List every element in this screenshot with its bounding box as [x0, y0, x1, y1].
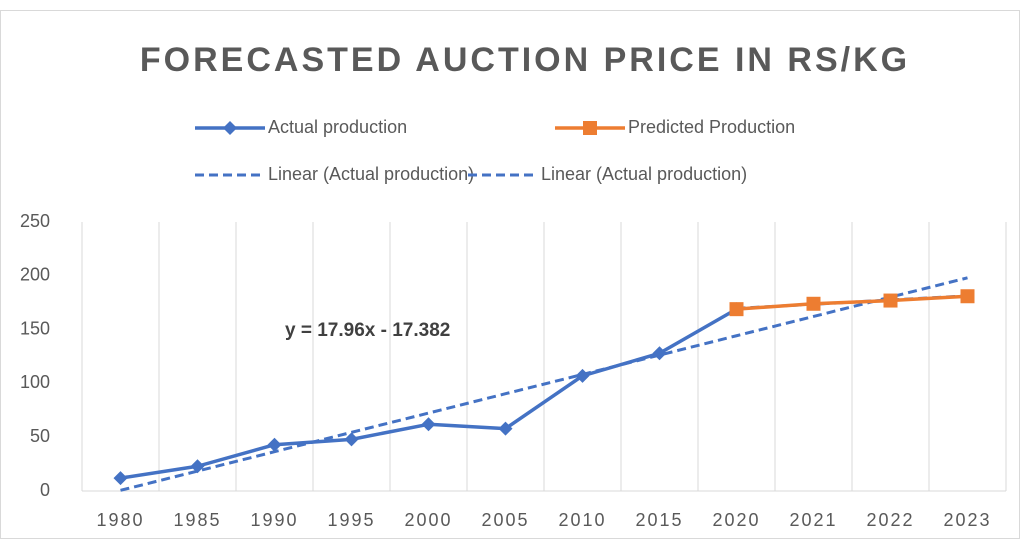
marker — [729, 302, 744, 317]
legend-item: Linear (Actual production) — [195, 164, 474, 184]
x-tick-label: 1985 — [173, 510, 221, 530]
x-tick-label: 1990 — [250, 510, 298, 530]
trend-line — [120, 276, 968, 492]
marker — [267, 437, 282, 452]
data-line — [736, 294, 968, 311]
marker — [806, 296, 821, 311]
chart-frame — [0, 10, 1020, 539]
series — [729, 289, 975, 317]
x-tick-label: 2010 — [558, 510, 606, 530]
marker — [960, 289, 975, 304]
legend-item: Actual production — [195, 117, 407, 137]
chart-title: FORECASTED AUCTION PRICE IN RS/KG — [140, 41, 910, 79]
marker — [344, 432, 359, 447]
x-tick-label: 2015 — [635, 510, 683, 530]
marker — [113, 471, 128, 486]
marker — [883, 293, 898, 308]
x-tick-label: 1995 — [327, 510, 375, 530]
x-tick-label: 2020 — [712, 510, 760, 530]
x-tick-label: 2000 — [404, 510, 452, 530]
y-tick-label: 200 — [20, 265, 50, 285]
marker — [223, 121, 237, 135]
y-tick-label: 100 — [20, 372, 50, 392]
trend-equation: y = 17.96x - 17.382 — [285, 320, 450, 341]
x-tick-label: 1980 — [96, 510, 144, 530]
legend-label: Predicted Production — [628, 117, 795, 137]
marker — [583, 121, 597, 135]
series — [120, 276, 968, 492]
y-tick-label: 250 — [20, 211, 50, 231]
x-tick-label: 2021 — [789, 510, 837, 530]
x-tick-label: 2005 — [481, 510, 529, 530]
legend-label: Linear (Actual production) — [268, 164, 474, 184]
legend-item: Linear (Actual production) — [468, 164, 747, 184]
y-tick-label: 50 — [30, 426, 50, 446]
marker — [421, 417, 436, 432]
marker — [575, 368, 590, 383]
y-tick-label: 150 — [20, 318, 50, 338]
marker — [652, 346, 667, 361]
legend-label: Linear (Actual production) — [541, 164, 747, 184]
marker — [498, 421, 513, 436]
y-tick-label: 0 — [40, 480, 50, 500]
legend-item: Predicted Production — [555, 117, 795, 137]
x-tick-label: 2023 — [943, 510, 991, 530]
legend-label: Actual production — [268, 117, 407, 137]
x-tick-label: 2022 — [866, 510, 914, 530]
marker — [190, 459, 205, 474]
